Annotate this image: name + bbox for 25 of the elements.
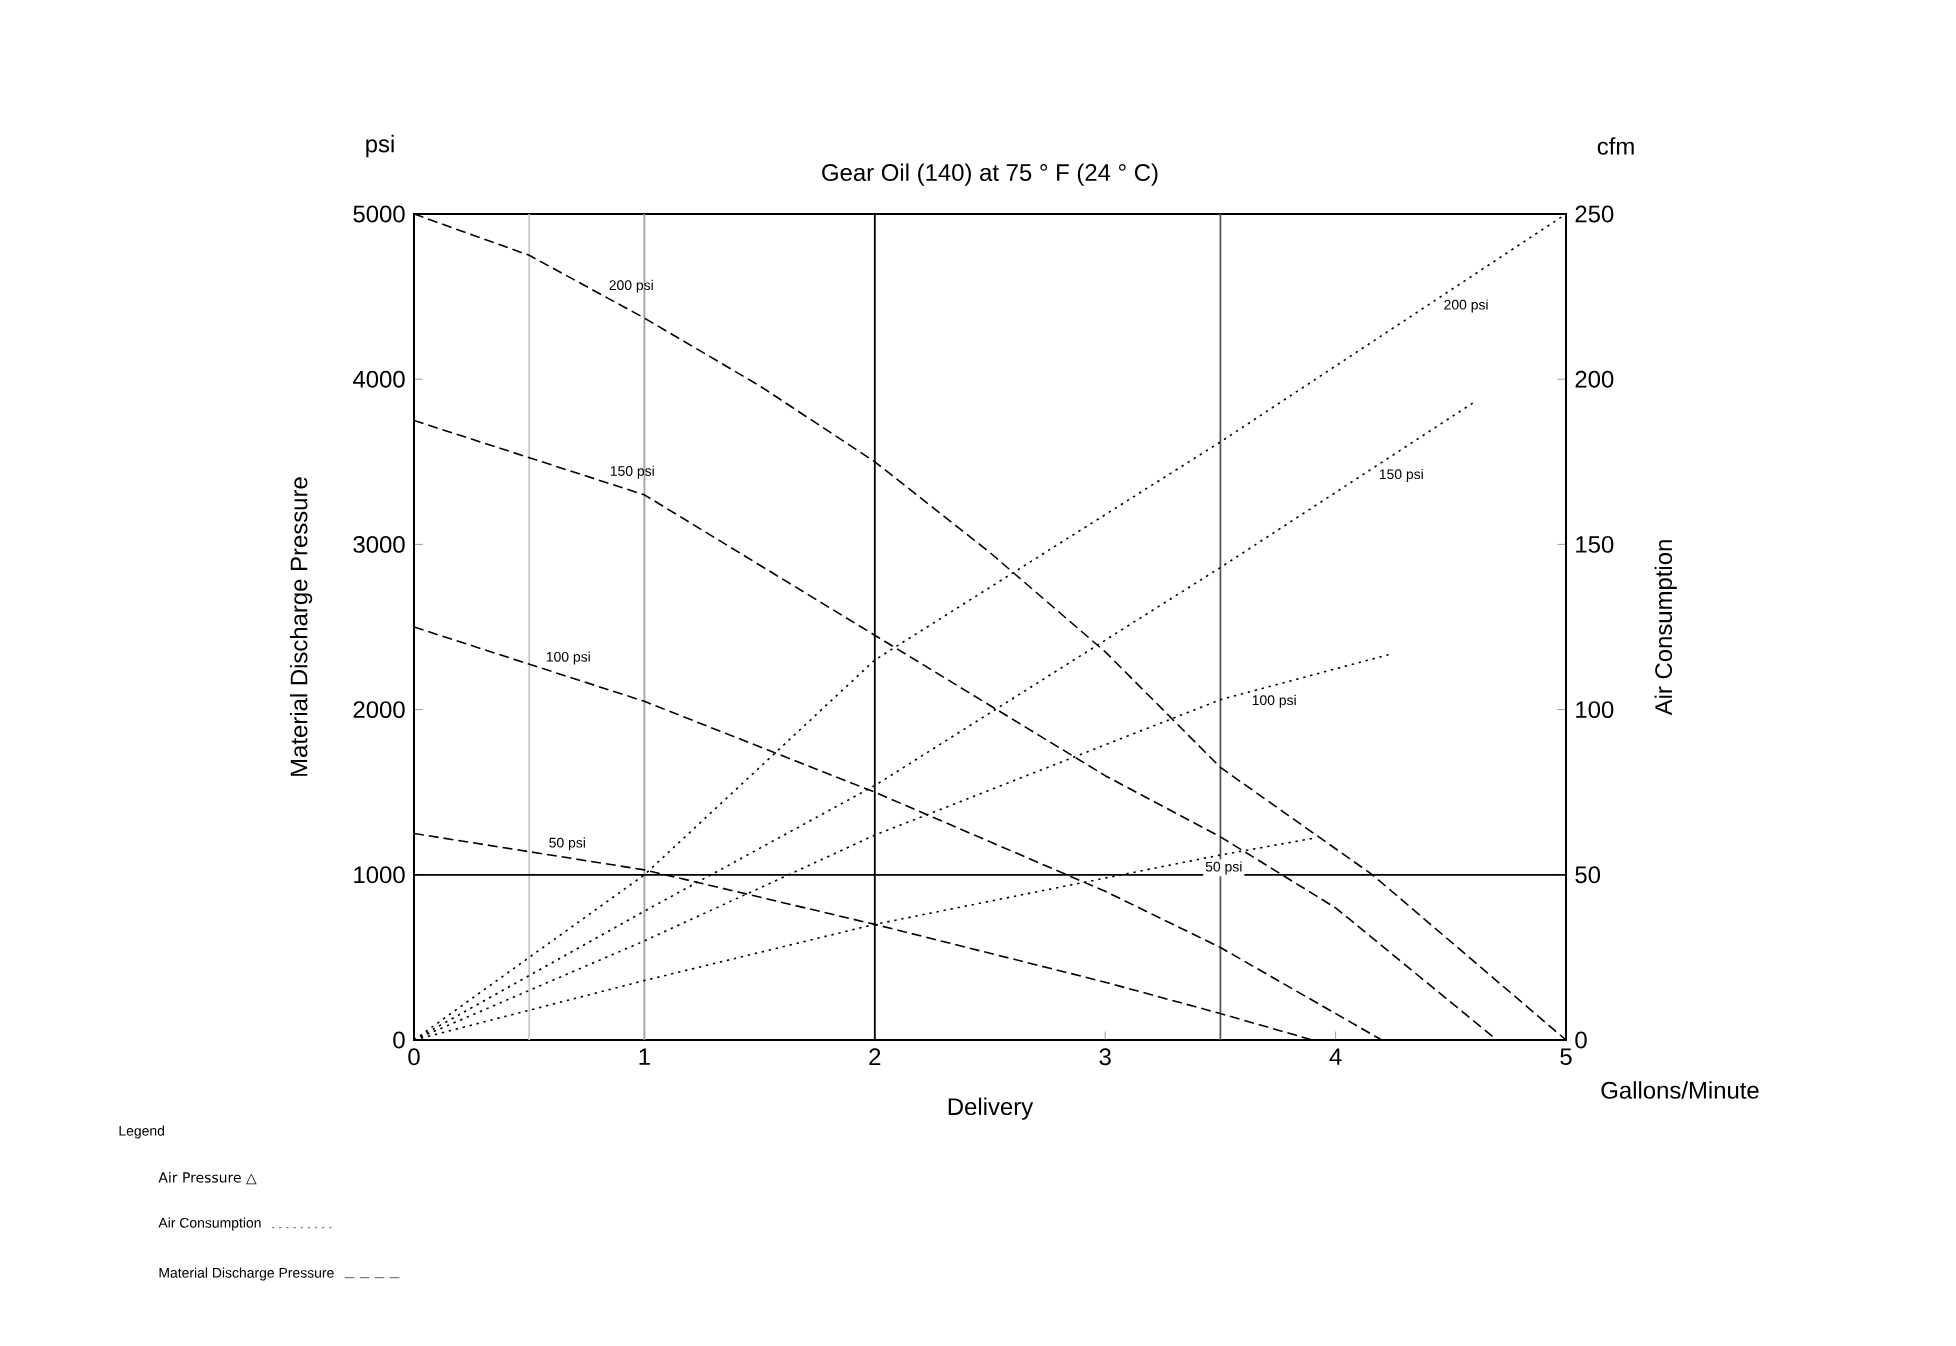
chart-title: Gear Oil (140) at 75 ° F (24 ° C) xyxy=(822,163,1158,186)
y-axis-title: Material Discharge Pressure xyxy=(289,477,313,776)
y2-tick-label: 50 xyxy=(1575,866,1601,884)
y-tick-label: 0 xyxy=(393,1031,405,1049)
y-tick-label: 2000 xyxy=(353,701,405,719)
y2-tick-label: 150 xyxy=(1576,535,1614,553)
y-tick-label: 4000 xyxy=(353,370,405,388)
y2-axis-title: Air Consumption xyxy=(1654,540,1677,716)
x-axis-title: Delivery xyxy=(948,1097,1034,1120)
y-tick-label: 3000 xyxy=(353,535,405,553)
text: cfm xyxy=(1597,137,1634,155)
x-tick-label: 4 xyxy=(1329,1048,1342,1065)
y2-tick-label: 0 xyxy=(1575,1031,1587,1049)
y-tick-label: 5000 xyxy=(353,205,405,223)
x-tick-label: 3 xyxy=(1099,1048,1111,1066)
y2-tick-label: 250 xyxy=(1575,205,1614,223)
y2-tick-label: 100 xyxy=(1576,701,1614,719)
y2-tick-label: 200 xyxy=(1575,370,1614,388)
text: Gallons/Minute xyxy=(1601,1081,1759,1099)
x-tick-label: 0 xyxy=(408,1048,420,1066)
y-tick-label: 1000 xyxy=(354,866,405,884)
x-tick-label: 2 xyxy=(869,1048,881,1066)
x-tick-label: 1 xyxy=(639,1048,650,1065)
x-tick-label: 5 xyxy=(1560,1048,1572,1066)
text: psi xyxy=(366,134,394,158)
